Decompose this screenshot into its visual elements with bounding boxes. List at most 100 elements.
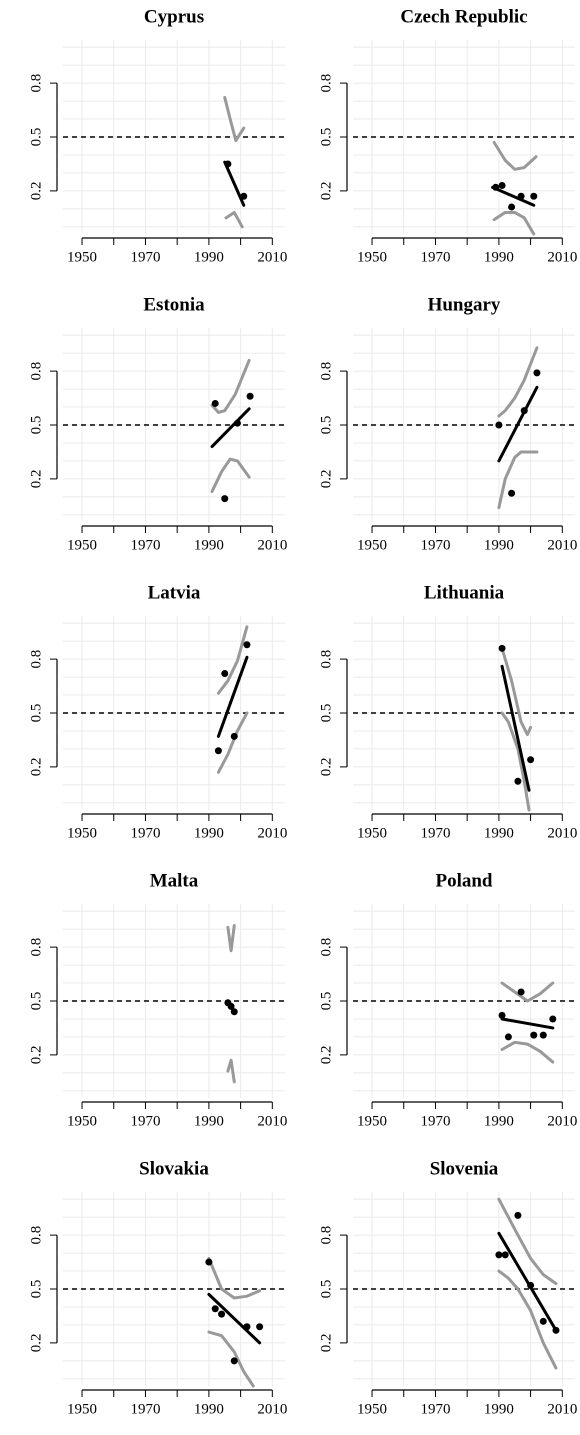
point [230,732,238,740]
x-tick-label: 1950 [67,249,97,265]
lower-band [207,1330,255,1388]
x-tick-label: 1990 [194,537,224,553]
point [533,369,541,377]
x-tick-label: 2010 [547,537,577,553]
y-tick-label: 0.5 [318,416,334,435]
point [230,1357,238,1365]
x-tick-label: 1970 [420,1401,450,1417]
point [498,644,506,652]
x-tick-label: 2010 [257,249,287,265]
lower-band [500,711,531,812]
lower-band [224,210,244,229]
panel-title: Malta [150,870,199,891]
y-tick-label: 0.5 [28,704,44,723]
point [211,1305,219,1313]
y-tick-label: 0.8 [318,74,334,93]
point [205,1258,213,1266]
y-tick-label: 0.8 [28,74,44,93]
x-tick-label: 1990 [194,249,224,265]
lower-band [492,210,536,236]
lower-band [497,1269,558,1370]
point [517,192,525,200]
y-tick-label: 0.8 [318,938,334,957]
y-tick-label: 0.5 [318,992,334,1011]
panel-title: Hungary [428,294,501,315]
point [527,756,535,764]
x-tick-label: 2010 [547,825,577,841]
x-tick-label: 1990 [484,825,514,841]
point [549,1015,557,1023]
y-tick-label: 0.8 [318,1226,334,1245]
y-tick-label: 0.8 [28,938,44,957]
point [498,1011,506,1019]
point [227,1002,235,1010]
panel-title: Latvia [148,582,201,603]
upper-band [497,346,539,418]
lower-band [210,457,251,493]
point [514,1211,522,1219]
x-tick-label: 1970 [130,249,160,265]
panel-title: Czech Republic [400,6,527,27]
y-tick-label: 0.8 [28,650,44,669]
y-tick-label: 0.2 [28,182,44,201]
point [527,1281,535,1289]
point [240,192,248,200]
x-tick-label: 1950 [357,1401,387,1417]
x-tick-label: 2010 [547,249,577,265]
point [221,669,229,677]
point [517,988,525,996]
upper-band [497,1197,558,1286]
y-tick-label: 0.8 [318,362,334,381]
x-tick-label: 1990 [484,1113,514,1129]
y-tick-label: 0.5 [28,416,44,435]
point [233,419,241,427]
x-tick-label: 1990 [484,1401,514,1417]
y-tick-label: 0.2 [28,758,44,777]
fit-line [491,185,536,207]
x-tick-label: 1970 [130,825,160,841]
y-tick-label: 0.2 [28,470,44,489]
y-tick-label: 0.5 [318,1280,334,1299]
y-tick-label: 0.2 [318,1334,334,1353]
y-tick-label: 0.5 [28,128,44,147]
x-tick-label: 1990 [194,825,224,841]
point [504,1033,512,1041]
point [530,192,538,200]
y-tick-label: 0.5 [318,128,334,147]
panel-title: Cyprus [144,6,204,27]
x-tick-label: 1950 [357,825,387,841]
y-tick-label: 0.2 [28,1046,44,1065]
y-tick-label: 0.2 [318,758,334,777]
y-tick-label: 0.8 [28,1226,44,1245]
point [539,1317,547,1325]
point [501,1251,509,1259]
point [508,203,516,211]
point [498,182,506,189]
point [514,777,522,785]
upper-band [223,95,246,143]
fit-line [500,1017,555,1030]
y-tick-label: 0.2 [318,182,334,201]
upper-band [226,924,236,953]
fit-line [223,160,246,207]
x-tick-label: 1970 [130,1113,160,1129]
y-tick-label: 0.2 [28,1334,44,1353]
lower-band [216,711,249,774]
x-tick-label: 1950 [67,1113,97,1129]
point [539,1031,547,1039]
x-tick-label: 1970 [420,249,450,265]
point [495,421,503,429]
x-tick-label: 1970 [420,537,450,553]
x-tick-label: 1970 [420,825,450,841]
point [230,1008,238,1016]
fit-line [210,407,251,449]
point [243,1323,251,1331]
x-tick-label: 1970 [420,1113,450,1129]
point [246,392,254,400]
point [221,495,229,503]
x-tick-label: 1990 [484,537,514,553]
upper-band [500,981,555,1003]
x-tick-label: 2010 [257,537,287,553]
upper-band [500,646,533,737]
upper-band [216,625,249,695]
